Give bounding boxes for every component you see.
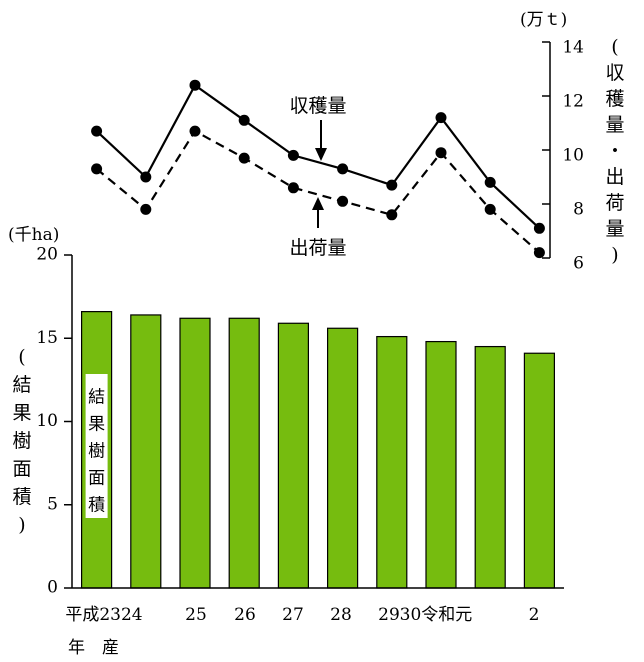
line-point bbox=[91, 125, 103, 137]
bar-series-label-box bbox=[85, 374, 108, 518]
bar-axis-title-char: 結 bbox=[12, 374, 31, 396]
bar bbox=[228, 317, 260, 589]
line-axis-title-char: 穫 bbox=[605, 88, 624, 110]
line-axis-unit: (万ｔ) bbox=[520, 10, 567, 30]
x-axis-title: 年 産 bbox=[68, 638, 119, 658]
y-tick-label-right: 8 bbox=[573, 200, 584, 220]
bar-series-label-char: 樹 bbox=[88, 442, 105, 462]
line-point bbox=[140, 203, 152, 215]
line-axis-title-char: 量 bbox=[605, 218, 624, 240]
line-point bbox=[189, 79, 201, 91]
line-point bbox=[287, 149, 299, 161]
line-point bbox=[337, 195, 349, 207]
annotation-arrowhead bbox=[312, 197, 324, 210]
line-point bbox=[287, 182, 299, 194]
bar-axis-title-char: 果 bbox=[12, 402, 31, 424]
bar-axis-title-char: 樹 bbox=[12, 430, 31, 452]
line-point bbox=[140, 171, 152, 183]
y-tick-label-right: 6 bbox=[573, 254, 584, 274]
axes bbox=[64, 41, 564, 589]
bar bbox=[277, 322, 309, 589]
x-tick-label: 29 bbox=[378, 605, 400, 625]
x-tick-label: 26 bbox=[234, 605, 256, 625]
bar-axis-title-char: ( bbox=[18, 346, 25, 368]
line-point bbox=[435, 147, 447, 159]
bar bbox=[523, 352, 556, 589]
bar bbox=[327, 327, 359, 589]
line-point bbox=[386, 179, 398, 191]
series-label-shipment: 出荷量 bbox=[289, 237, 346, 259]
line-point bbox=[189, 125, 201, 137]
bar-series-label-char: 積 bbox=[88, 496, 105, 516]
line-axis-title-char: 収 bbox=[605, 62, 624, 84]
bar-axis-title-char: 面 bbox=[12, 458, 31, 480]
annotation-arrowhead bbox=[315, 148, 327, 161]
y-tick-label-left: 20 bbox=[36, 245, 58, 265]
line-point bbox=[533, 247, 545, 259]
y-tick-label-left: 5 bbox=[47, 494, 58, 514]
y-tick-label-left: 15 bbox=[36, 328, 58, 348]
line-point bbox=[484, 176, 496, 188]
bar-series bbox=[80, 311, 556, 589]
y-tick-label-right: 12 bbox=[562, 92, 584, 112]
line-axis-title-char: 量 bbox=[605, 114, 624, 136]
x-tick-label: 27 bbox=[282, 605, 304, 625]
bar bbox=[376, 335, 408, 589]
y-tick-label-right: 10 bbox=[562, 146, 584, 166]
bar-axis-title-char: 積 bbox=[12, 486, 31, 508]
line-dashed bbox=[95, 129, 541, 254]
series-label-harvest: 収穫量 bbox=[289, 95, 346, 117]
line-point bbox=[435, 112, 447, 124]
bar-series-label-char: 面 bbox=[88, 469, 105, 489]
y-tick-label-right: 14 bbox=[562, 38, 584, 58]
line-point bbox=[484, 203, 496, 215]
bar-series-label-char: 結 bbox=[88, 388, 105, 408]
bar bbox=[179, 317, 211, 589]
line-axis-title-char: 出 bbox=[605, 166, 624, 188]
line-series bbox=[91, 79, 545, 259]
line-point bbox=[91, 163, 103, 175]
line-axis-title: (収穫量・出荷量) bbox=[605, 36, 624, 266]
line-point bbox=[337, 163, 349, 175]
y-tick-label-left: 0 bbox=[47, 578, 58, 598]
bar-axis-title-char: ) bbox=[18, 514, 25, 536]
x-tick-label: 28 bbox=[330, 605, 352, 625]
x-tick-label: 平成2324 bbox=[65, 605, 142, 625]
line-point bbox=[238, 152, 250, 164]
x-tick-label: 2 bbox=[529, 605, 540, 625]
line-point bbox=[386, 209, 398, 221]
line-point bbox=[238, 114, 250, 126]
line-axis-title-char: ・ bbox=[605, 140, 624, 162]
line-axis-title-char: ( bbox=[611, 36, 618, 58]
x-tick-label: 30令和元 bbox=[400, 605, 473, 625]
bar bbox=[425, 340, 457, 589]
line-axis-title-char: 荷 bbox=[605, 192, 624, 214]
line-solid bbox=[95, 83, 541, 230]
bar-series-label-char: 果 bbox=[88, 415, 105, 435]
bar bbox=[474, 345, 506, 589]
line-point bbox=[533, 222, 545, 234]
bar bbox=[130, 314, 162, 589]
bar-axis-unit: (千ha) bbox=[8, 225, 59, 245]
line-axis-title-char: ) bbox=[611, 244, 618, 266]
y-tick-label-left: 10 bbox=[36, 411, 58, 431]
x-tick-label: 25 bbox=[185, 605, 207, 625]
